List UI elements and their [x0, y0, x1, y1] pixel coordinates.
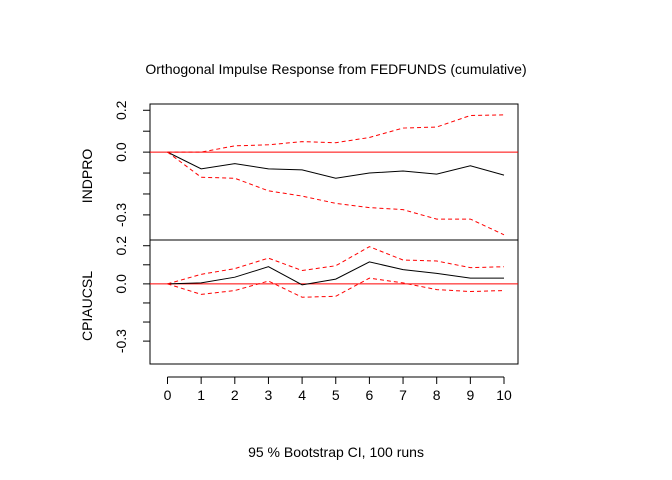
x-tick-label: 8	[433, 387, 441, 403]
panel-frame	[149, 103, 519, 241]
x-tick-label: 5	[332, 387, 340, 403]
x-tick-label: 3	[265, 387, 273, 403]
series-ci-lower	[167, 151, 505, 236]
x-tick-label: 6	[366, 387, 374, 403]
y-axis-label: INDPRO	[79, 149, 95, 204]
panels-group: 0.2 0.0 -0.3 INDPRO 0.2 0.0 -0.3 CPIAUCSL	[79, 100, 519, 365]
series-ci-upper	[167, 114, 505, 153]
y-tick-label: 0.2	[113, 236, 129, 256]
series-response	[167, 261, 504, 286]
panel-cpiaucsl: 0.2 0.0 -0.3 CPIAUCSL	[79, 236, 519, 365]
y-axis-label: CPIAUCSL	[79, 271, 95, 341]
y-tick-label: 0.0	[113, 142, 129, 162]
x-tick-label: 2	[231, 387, 239, 403]
x-tick-label: 1	[197, 387, 205, 403]
x-tick-label: 10	[496, 387, 512, 403]
x-axis-label: 95 % Bootstrap CI, 100 runs	[248, 444, 424, 460]
chart-title: Orthogonal Impulse Response from FEDFUND…	[145, 61, 526, 77]
x-tick-label: 9	[466, 387, 474, 403]
series-ci-upper	[167, 246, 505, 285]
y-tick-label: -0.3	[113, 329, 129, 353]
panel-indpro: 0.2 0.0 -0.3 INDPRO	[79, 100, 519, 241]
x-tick-label: 7	[399, 387, 407, 403]
series-response	[167, 151, 505, 179]
y-tick-label: 0.0	[113, 274, 129, 294]
series-ci-lower	[167, 277, 505, 298]
x-axis: 0 1 2 3 4 5 6 7 8 9 10	[164, 376, 512, 403]
y-tick-label: -0.3	[113, 203, 129, 227]
x-tick-label: 0	[164, 387, 172, 403]
panel-frame	[149, 239, 519, 365]
y-tick-label: 0.2	[113, 100, 129, 120]
x-tick-label: 4	[298, 387, 306, 403]
